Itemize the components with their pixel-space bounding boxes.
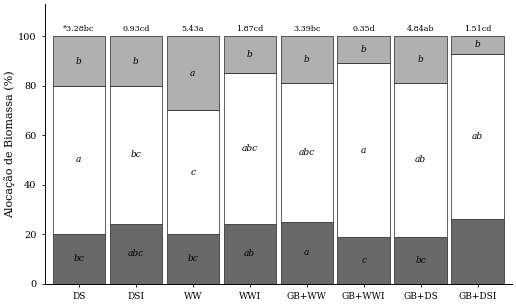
Text: abc: abc — [241, 144, 258, 153]
Text: abc: abc — [128, 249, 144, 258]
Text: 3.39bc: 3.39bc — [293, 25, 320, 33]
Bar — [109, 224, 162, 284]
Bar — [53, 234, 105, 284]
Bar — [109, 86, 162, 224]
Bar — [337, 237, 390, 284]
Bar — [167, 234, 219, 284]
Bar — [394, 36, 447, 83]
Text: b: b — [133, 56, 139, 66]
Text: b: b — [304, 55, 310, 64]
Bar — [223, 74, 276, 224]
Text: a: a — [190, 69, 196, 78]
Text: a: a — [304, 248, 310, 257]
Text: 1.87cd: 1.87cd — [236, 25, 263, 33]
Text: 4.84ab: 4.84ab — [407, 25, 434, 33]
Text: ab: ab — [415, 156, 426, 164]
Bar — [281, 83, 333, 222]
Bar — [167, 110, 219, 234]
Text: b: b — [247, 50, 253, 59]
Bar — [394, 83, 447, 237]
Text: bc: bc — [415, 256, 426, 264]
Bar — [53, 36, 105, 86]
Text: c: c — [190, 168, 195, 177]
Text: b: b — [418, 55, 424, 64]
Bar — [53, 86, 105, 234]
Bar — [337, 36, 390, 63]
Bar — [167, 36, 219, 110]
Bar — [452, 54, 504, 219]
Text: b: b — [76, 56, 82, 66]
Text: c: c — [361, 256, 366, 264]
Text: 1.51cd: 1.51cd — [464, 25, 491, 33]
Bar — [452, 219, 504, 284]
Text: bc: bc — [131, 150, 141, 160]
Text: 0.35d: 0.35d — [352, 25, 375, 33]
Text: bc: bc — [73, 254, 84, 263]
Bar — [281, 36, 333, 83]
Text: a: a — [76, 156, 82, 164]
Text: a: a — [361, 145, 366, 155]
Text: abc: abc — [299, 148, 315, 157]
Text: b: b — [475, 41, 480, 49]
Text: 0.93cd: 0.93cd — [122, 25, 150, 33]
Y-axis label: Alocação de Biomassa (%): Alocação de Biomassa (%) — [4, 70, 15, 218]
Text: bc: bc — [187, 254, 198, 263]
Text: *3.28bc: *3.28bc — [63, 25, 94, 33]
Bar — [223, 36, 276, 74]
Text: ab: ab — [244, 249, 255, 258]
Bar — [109, 36, 162, 86]
Text: ab: ab — [472, 132, 483, 141]
Bar — [223, 224, 276, 284]
Bar — [452, 36, 504, 54]
Bar — [281, 222, 333, 284]
Text: b: b — [361, 45, 366, 54]
Bar — [337, 63, 390, 237]
Text: 5.43a: 5.43a — [182, 25, 204, 33]
Bar — [394, 237, 447, 284]
